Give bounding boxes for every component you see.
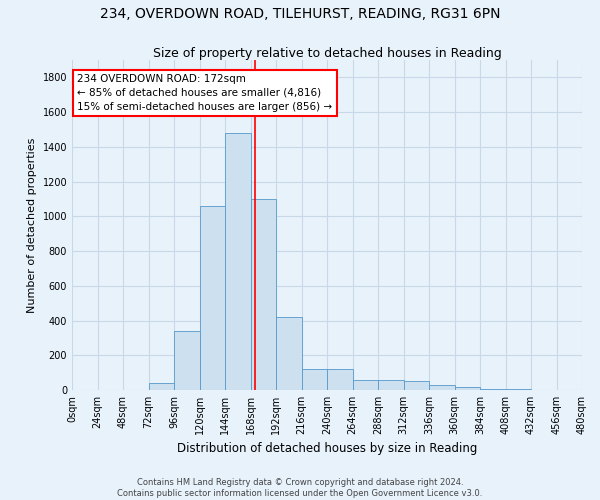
Bar <box>378 380 404 390</box>
Bar <box>199 206 225 390</box>
Bar <box>404 382 429 390</box>
Text: Contains HM Land Registry data © Crown copyright and database right 2024.
Contai: Contains HM Land Registry data © Crown c… <box>118 478 482 498</box>
Bar <box>429 385 455 390</box>
Bar <box>302 369 327 390</box>
Bar <box>276 317 302 390</box>
Bar <box>327 369 353 390</box>
Text: 234 OVERDOWN ROAD: 172sqm
← 85% of detached houses are smaller (4,816)
15% of se: 234 OVERDOWN ROAD: 172sqm ← 85% of detac… <box>77 74 332 112</box>
Y-axis label: Number of detached properties: Number of detached properties <box>27 138 37 312</box>
Bar <box>480 388 505 390</box>
X-axis label: Distribution of detached houses by size in Reading: Distribution of detached houses by size … <box>177 442 477 456</box>
Bar <box>149 383 174 390</box>
Bar <box>174 331 199 390</box>
Bar <box>251 199 276 390</box>
Title: Size of property relative to detached houses in Reading: Size of property relative to detached ho… <box>152 47 502 60</box>
Bar <box>455 386 480 390</box>
Text: 234, OVERDOWN ROAD, TILEHURST, READING, RG31 6PN: 234, OVERDOWN ROAD, TILEHURST, READING, … <box>100 8 500 22</box>
Bar <box>353 380 378 390</box>
Bar <box>225 133 251 390</box>
